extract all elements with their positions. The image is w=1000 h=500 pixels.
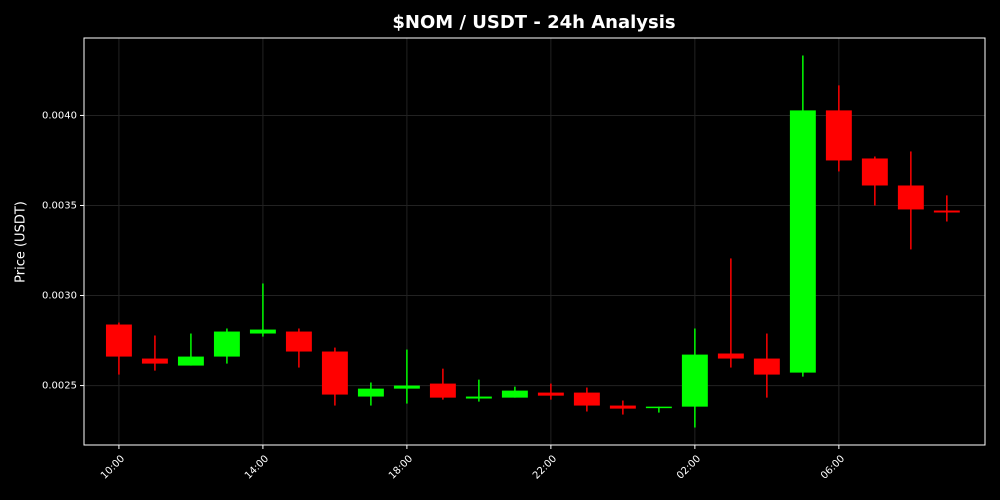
chart-title: $NOM / USDT - 24h Analysis — [392, 12, 675, 33]
candle-body — [177, 356, 204, 366]
candle-body — [393, 385, 420, 389]
candle-body — [645, 406, 672, 409]
candle-body — [465, 396, 492, 399]
y-tick-label: 0.0035 — [42, 200, 77, 211]
candle-body — [285, 331, 312, 352]
candle-body — [429, 383, 456, 398]
candle-body — [933, 210, 960, 213]
candle-body — [105, 324, 132, 357]
candle-body — [321, 351, 348, 395]
candle-body — [357, 388, 384, 397]
candle-body — [897, 185, 924, 210]
candle-body — [861, 158, 888, 186]
y-tick-label: 0.0040 — [42, 110, 77, 121]
y-tick-label: 0.0030 — [42, 291, 77, 302]
candle-body — [537, 392, 564, 396]
candle-body — [141, 358, 168, 364]
candle-body — [609, 405, 636, 409]
candle-body — [825, 110, 852, 161]
y-axis-label: Price (USDT) — [14, 201, 29, 283]
candle-body — [681, 354, 708, 407]
candle-body — [717, 353, 744, 359]
candle-body — [789, 110, 816, 373]
plot-frame — [83, 37, 986, 446]
candle-body — [213, 331, 240, 357]
candle-body — [249, 329, 276, 334]
candle-body — [753, 358, 780, 375]
candle-body — [501, 390, 528, 398]
candle-body — [573, 392, 600, 406]
y-tick-label: 0.0025 — [42, 381, 77, 392]
